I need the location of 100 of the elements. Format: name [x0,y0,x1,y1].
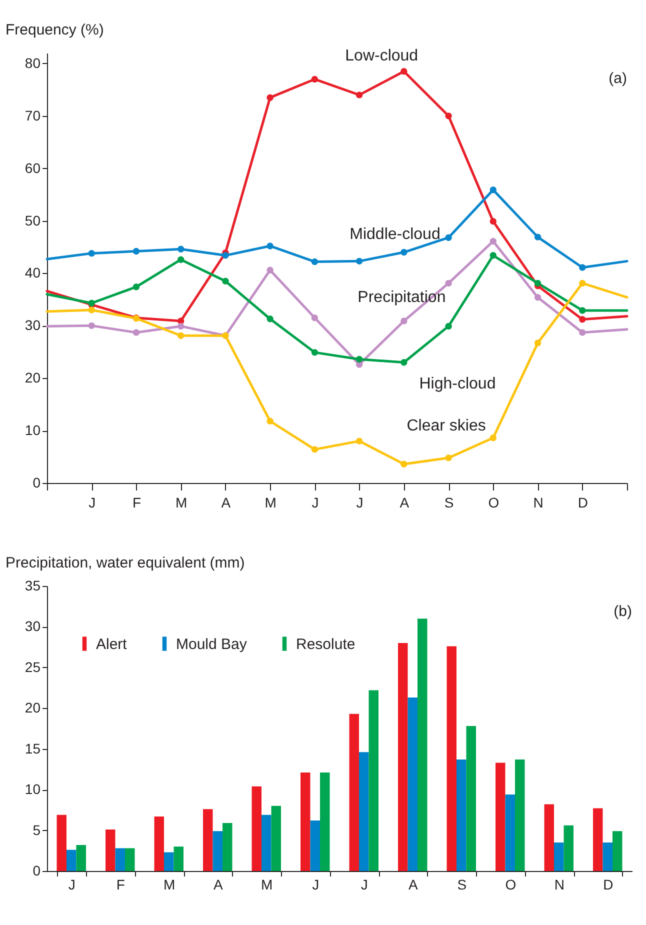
bar [359,752,369,871]
bar [349,714,359,871]
series-label: High-cloud [419,375,496,392]
y-tick-label: 70 [24,107,41,124]
x-tick-label: J [356,494,364,510]
legend-label: Resolute [296,636,356,653]
x-tick-label: F [116,876,125,892]
series-label: Clear skies [406,417,486,434]
point [356,258,363,265]
point [266,316,274,322]
bar [418,618,428,871]
bar [271,806,281,871]
point [356,356,363,363]
bar [115,848,125,871]
legend-label: Mould Bay [176,636,248,653]
y-tick-label: 10 [24,422,41,438]
point [222,252,229,259]
bar [593,808,603,871]
point [132,248,140,255]
point [579,307,586,314]
point [311,76,318,83]
bar [602,842,612,871]
series-label: Middle-cloud [350,226,440,243]
x-tick-label: A [400,494,410,510]
x-tick-label: A [408,876,418,892]
x-tick-label: J [68,876,76,892]
point [177,322,184,330]
series-label: Low-cloud [345,48,418,65]
x-tick-label: M [264,494,276,510]
x-tick-label: J [88,494,96,510]
point [356,438,363,444]
point [356,92,363,98]
y-tick-label: 10 [24,781,41,798]
bar [554,842,564,871]
y-tick-label: 20 [24,700,41,716]
y-tick-label: 30 [24,317,41,334]
point [266,94,274,101]
point [400,318,408,324]
bar [125,848,135,871]
x-tick-label: D [603,876,614,892]
y-tick-label: 0 [32,474,41,490]
x-tick-label: S [444,494,454,510]
bar [310,820,320,871]
point [311,349,318,356]
point [534,340,542,346]
bar [515,759,525,871]
point [579,329,586,336]
bar [252,786,262,871]
point [534,280,542,287]
x-tick-label: A [221,494,232,510]
x-tick-label: S [457,876,467,892]
point [490,252,497,259]
x-tick-label: J [312,494,319,510]
point [266,266,274,274]
y-tick-label: 0 [32,862,41,878]
point [445,454,452,462]
legend-label: Alert [96,636,128,653]
annotation: (a) [608,70,627,87]
point [132,329,140,336]
bar [300,772,310,871]
point [132,284,140,290]
y-tick-label: 40 [24,264,41,281]
point [88,306,95,314]
bar [505,794,515,871]
bar [408,698,418,871]
point [445,234,452,241]
bar [203,809,213,871]
y-tick-label: 60 [24,160,41,176]
x-tick-label: F [132,494,142,510]
bar [174,846,184,871]
point [88,322,95,330]
point [579,264,586,271]
y-tick-label: 50 [24,212,41,228]
bar [544,804,554,871]
point [534,294,542,301]
point [445,280,452,287]
x-tick-label: A [213,876,224,892]
point [222,278,229,284]
x-tick-label: O [488,494,500,510]
y-tick-label: 5 [32,822,41,838]
point [490,218,497,225]
point [579,316,586,323]
y-axis-title: Frequency (%) [6,22,104,38]
bar [222,822,232,871]
annotation: (b) [614,603,632,620]
bar [154,816,164,871]
bar [76,844,86,871]
point [400,248,408,256]
x-tick-label: N [554,876,564,892]
x-tick-label: O [505,876,516,892]
point [88,250,95,257]
x-tick-label: M [261,876,273,892]
bar [398,643,408,871]
bar [496,762,506,871]
y-tick-label: 20 [24,370,41,386]
point [579,280,586,287]
y-tick-label: 30 [24,618,41,634]
point [490,434,497,442]
point [311,314,318,322]
y-tick-label: 35 [24,578,41,594]
